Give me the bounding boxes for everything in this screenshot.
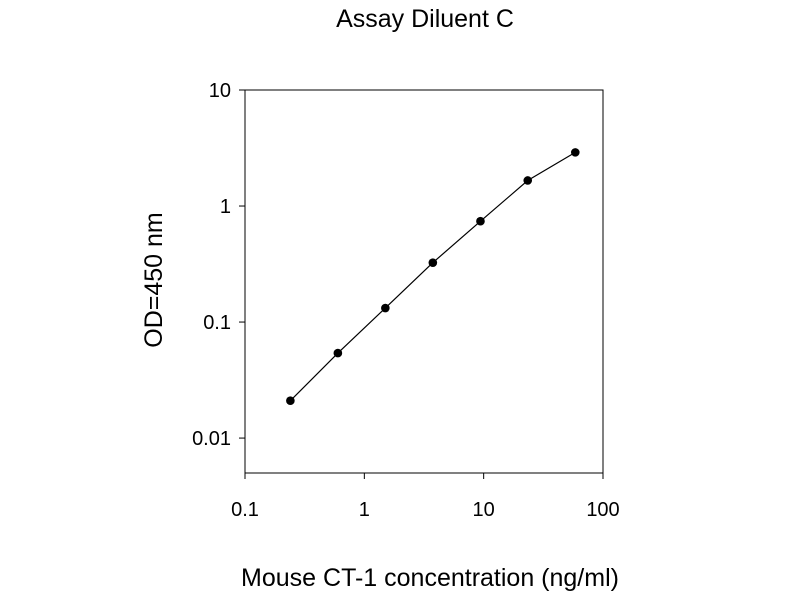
series-line [289, 151, 576, 402]
data-point [286, 396, 295, 405]
x-axis-tick-labels: 0.1 1 10 100 [231, 499, 620, 521]
y-tick-label: 0.1 [203, 312, 231, 334]
y-tick-label: 1 [220, 196, 231, 218]
data-point [333, 348, 343, 358]
series-group [286, 148, 580, 405]
y-axis-label: OD=450 nm [140, 212, 168, 348]
data-point [476, 216, 485, 226]
x-axis-ticks [244, 473, 604, 479]
data-point [523, 176, 533, 185]
x-tick-label: 10 [473, 499, 495, 521]
data-point [571, 148, 580, 157]
y-tick-label: 10 [209, 80, 231, 102]
data-point [381, 303, 390, 313]
data-point [428, 258, 438, 267]
y-tick-label: 0.01 [192, 428, 231, 450]
chart-title: Assay Diluent C [336, 5, 514, 33]
x-tick-label: 1 [359, 499, 370, 521]
plot-area-frame [244, 89, 604, 474]
x-tick-label: 0.1 [231, 499, 259, 521]
y-axis-ticks [239, 89, 245, 439]
x-axis-label: Mouse CT-1 concentration (ng/ml) [241, 564, 619, 592]
y-axis-tick-labels: 0.01 0.1 1 10 [192, 80, 231, 450]
x-tick-label: 100 [586, 499, 619, 521]
